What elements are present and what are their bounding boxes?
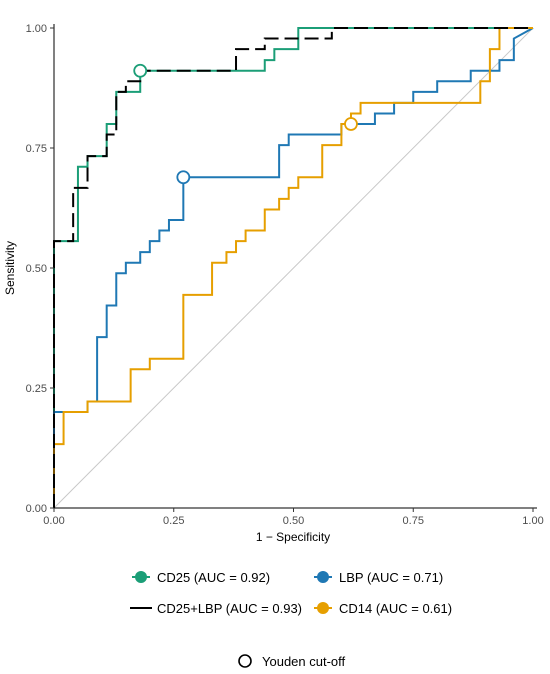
- legend-label-cd25: CD25 (AUC = 0.92): [157, 570, 270, 585]
- series-line-cd25: [53, 27, 533, 508]
- legend-item-cd25: CD25 (AUC = 0.92): [132, 570, 270, 585]
- y-tick-label: 0.25: [26, 383, 47, 395]
- legend-cutoff-marker: [238, 654, 252, 668]
- legend-dot-lbp: [317, 571, 329, 583]
- x-tick-label: 1.00: [522, 515, 543, 527]
- x-tick-label: 0.75: [403, 515, 424, 527]
- cutoff-marker-lbp: [176, 170, 191, 185]
- legend-dot-cd14: [317, 602, 329, 614]
- legend: CD25 (AUC = 0.92) LBP (AUC = 0.71) CD25+…: [130, 570, 452, 669]
- legend-item-cd14: CD14 (AUC = 0.61): [314, 601, 452, 616]
- legend-label-lbp: LBP (AUC = 0.71): [339, 570, 443, 585]
- legend-label-cd14: CD14 (AUC = 0.61): [339, 601, 452, 616]
- x-axis-title: 1 − Specificity: [256, 530, 330, 544]
- x-tick-label: 0.25: [163, 515, 184, 527]
- x-tick-label: 0.50: [283, 515, 304, 527]
- diagonal-reference-line: [53, 27, 534, 509]
- y-tick-label: 0.75: [26, 143, 47, 155]
- y-axis-title: Sensitivity: [3, 241, 17, 295]
- legend-item-cd25-lbp: CD25+LBP (AUC = 0.93): [130, 601, 302, 616]
- series-line-lbp: [53, 27, 534, 508]
- legend-label-cd25-lbp: CD25+LBP (AUC = 0.93): [157, 601, 302, 616]
- cutoff-marker-cd25: [133, 63, 148, 78]
- legend-label-youden: Youden cut-off: [262, 654, 346, 669]
- y-tick-label: 0.00: [26, 503, 47, 515]
- axes: 0.00 0.25 0.50 0.75 1.00 0.00 0.25 0.50 0.75 1.00: [26, 23, 544, 527]
- y-tick-label: 0.50: [26, 263, 47, 275]
- x-tick-label: 0.00: [43, 515, 64, 527]
- legend-item-youden: Youden cut-off: [238, 654, 346, 669]
- series-line-cd25-lbp: [53, 27, 533, 508]
- y-tick-label: 1.00: [26, 23, 47, 35]
- plot-area: [53, 27, 534, 509]
- series-line-cd14: [53, 27, 533, 508]
- cutoff-marker-cd14: [344, 117, 358, 131]
- legend-item-lbp: LBP (AUC = 0.71): [314, 570, 443, 585]
- legend-dot-cd25: [135, 571, 147, 583]
